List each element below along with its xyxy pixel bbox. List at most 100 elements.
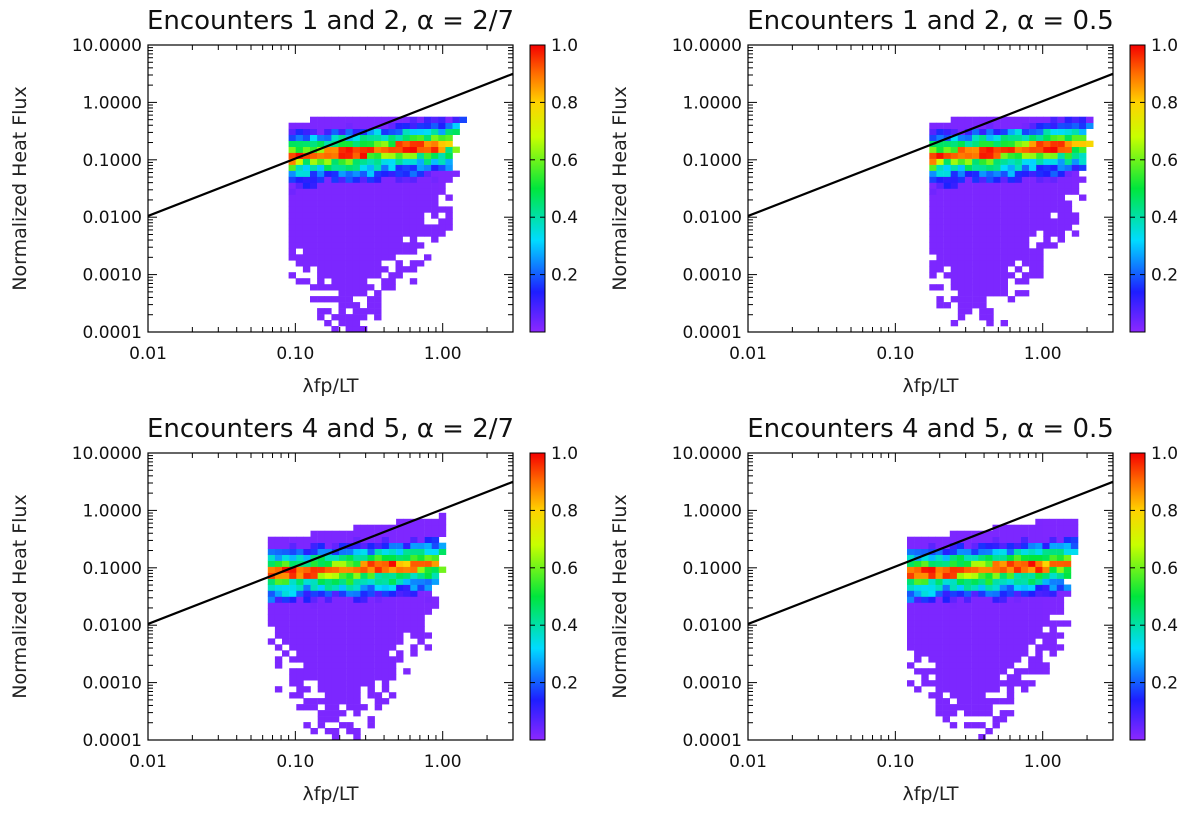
heatmap-cell [374,596,383,603]
heatmap-cell [352,164,361,171]
heatmap-cell [957,158,966,165]
heatmap-cell [964,248,973,255]
heatmap-cell [267,560,276,567]
y-tick-label: 0.0100 [83,208,142,228]
heatmap-cell [914,686,922,693]
heatmap-cell [360,554,368,561]
heatmap-cell [978,572,986,579]
heatmap-cell [388,212,396,219]
heatmap-cell [1006,548,1015,555]
heatmap-cell [289,584,297,591]
heatmap-cell [346,614,354,621]
heatmap-cell [353,602,361,609]
y-tick-label: 0.0010 [683,674,742,694]
heatmap-cell [409,230,418,237]
heatmap-cell [929,284,937,291]
heatmap-cell [999,680,1008,687]
y-tick-label: 0.1000 [683,559,742,579]
heatmap-cell [929,158,937,165]
heatmap-cell [928,560,936,567]
heatmap-cell [1064,128,1073,135]
heatmap-cell [381,548,390,555]
heatmap-cell [992,620,1000,627]
heatmap-cell [1013,560,1022,567]
heatmap-cell [352,254,361,261]
heatmap-cell [935,596,943,603]
colorbar [1129,452,1146,741]
heatmap-cell [374,662,383,669]
heatmap-cell [979,242,987,249]
heatmap-cell [352,314,361,321]
heatmap-cell [346,674,354,681]
heatmap-cell [957,236,966,243]
heatmap-cell [999,608,1008,615]
heatmap-cell [424,200,432,207]
heatmap-cell [971,578,979,585]
heatmap-cell [1036,200,1044,207]
heatmap-cell [1021,548,1029,555]
heatmap-cell [999,698,1008,705]
heatmap-cell [302,260,311,267]
heatmap-cell [303,554,311,561]
heatmap-cell [339,620,347,627]
heatmap-cell [1006,560,1015,567]
heatmap-cell [999,644,1008,651]
heatmap-cell [424,560,432,567]
heatmap-cell [310,554,318,561]
heatmap-cell [431,170,439,177]
heatmap-cell [374,266,382,273]
heatmap-cell [346,686,354,693]
heatmap-cell [352,242,361,249]
heatmap-cell [346,602,354,609]
heatmap-cell [942,716,950,723]
heatmap-cell [986,266,994,273]
heatmap-cell [288,272,296,279]
heatmap-cell [1021,176,1030,183]
heatmap-cell [1049,584,1057,591]
heatmap-cell [402,212,410,219]
heatmap-cell [359,152,368,159]
colorbar-tick-label: 0.4 [1151,616,1178,636]
y-axis-label: Normalized Heat Flux [9,86,31,290]
heatmap-cell [438,146,446,153]
heatmap-cell [1021,602,1029,609]
colorbar [529,452,546,741]
heatmap-cell [338,242,346,249]
heatmap-cell [367,170,375,177]
heatmap-cell [1071,158,1080,165]
heatmap-cell [324,626,333,633]
heatmap-cell [381,284,389,291]
heatmap-cell [935,680,943,687]
heatmap-cell [964,596,972,603]
heatmap-cell [360,644,368,651]
heatmap-cell [331,296,339,303]
heatmap-cell [267,596,276,603]
heatmap-cell [943,152,951,159]
heatmap-cell [936,254,944,261]
heatmap-cell [986,230,994,237]
x-tick-label: 1.00 [1024,752,1062,772]
heatmap-cell [346,548,354,555]
heatmap-cell [289,566,297,573]
heatmap-cell [1028,566,1036,573]
heatmap-cell [1013,542,1022,549]
heatmap-cell [971,596,979,603]
heatmap-cell [445,224,453,231]
heatmap-cell [424,182,432,189]
heatmap-cell [1014,188,1023,195]
heatmap-cell [416,212,425,219]
heatmap-cell [409,218,418,225]
heatmap-cell [431,224,439,231]
heatmap-cell [985,608,993,615]
heatmap-cell [388,584,397,591]
heatmap-cell [417,602,425,609]
heatmap-cell [1036,272,1044,279]
heatmap-cell [1014,248,1023,255]
heatmap-cell [338,188,346,195]
heatmap-cell [1064,134,1073,141]
heatmap-cell [929,188,937,195]
heatmap-cell [1000,272,1008,279]
heatmap-cell [310,620,318,627]
heatmap-cell [1013,554,1022,561]
heatmap-cell [353,596,361,603]
